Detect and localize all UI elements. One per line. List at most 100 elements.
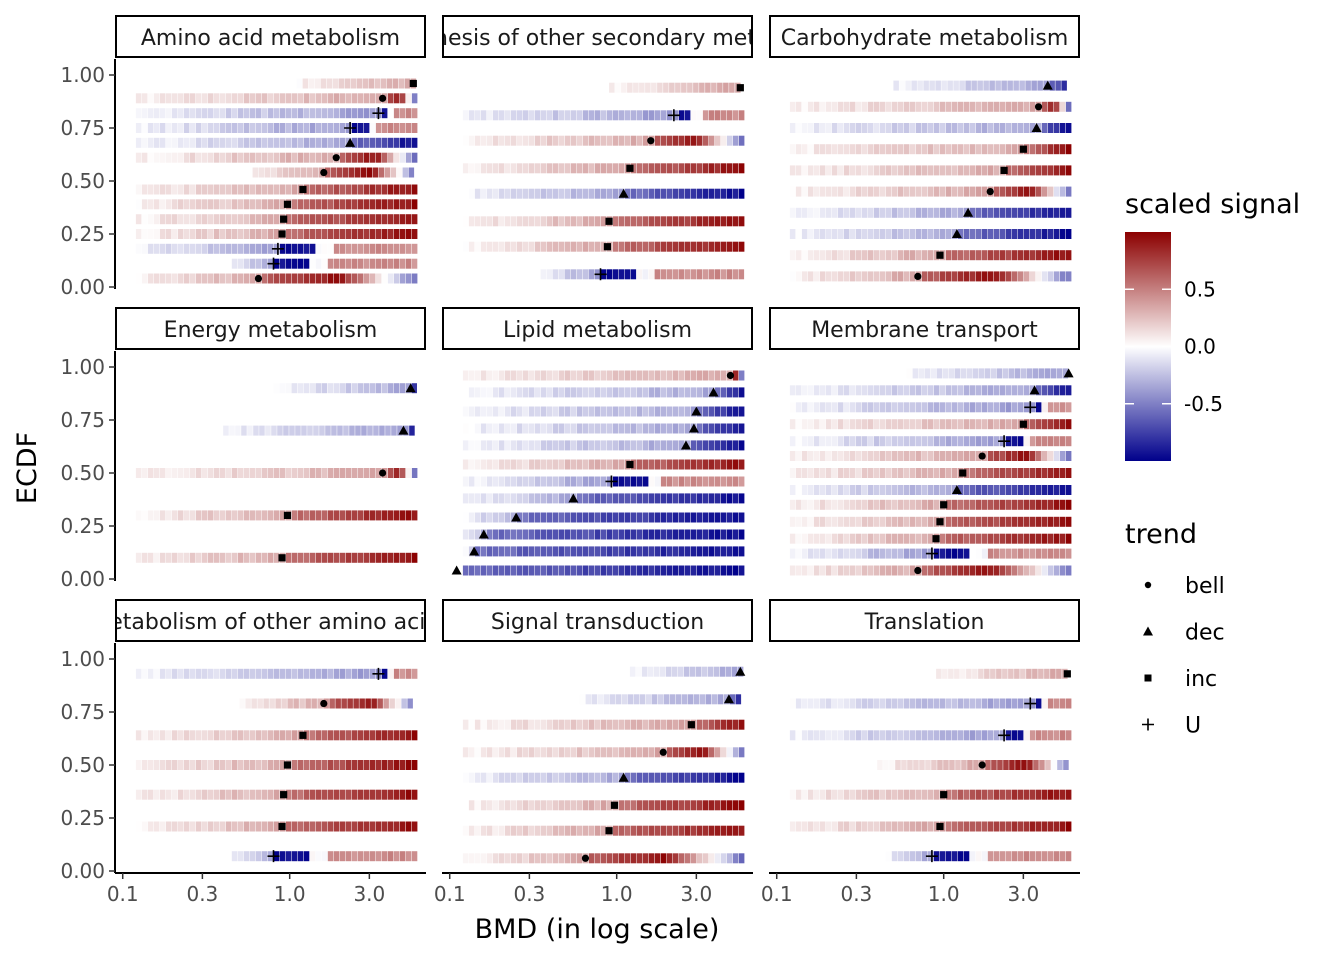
heat-cell xyxy=(807,207,814,218)
heat-cell xyxy=(801,533,808,544)
heat-cell xyxy=(213,821,220,832)
heat-cell xyxy=(891,565,898,576)
heat-cell xyxy=(309,383,315,394)
heat-cell xyxy=(885,436,892,447)
heat-cell xyxy=(369,184,376,195)
shape-legend-label: inc xyxy=(1185,667,1217,692)
heat-cell xyxy=(879,101,886,112)
heat-cell xyxy=(516,565,523,576)
heat-cell xyxy=(213,93,220,104)
heat-cell xyxy=(963,385,970,396)
heat-cell xyxy=(696,459,703,470)
heat-cell xyxy=(789,730,796,741)
heat-cell xyxy=(654,135,661,146)
shape-legend-label: dec xyxy=(1185,621,1225,646)
heat-cell xyxy=(350,78,357,89)
heat-cell xyxy=(927,271,934,282)
heat-cell xyxy=(326,78,333,89)
heat-cell xyxy=(564,747,571,758)
heat-cell xyxy=(516,719,523,730)
heat-cell xyxy=(285,789,292,800)
x-tick-label: 1.0 xyxy=(274,882,306,906)
heat-cell xyxy=(897,250,904,261)
heat-cell xyxy=(855,821,862,832)
heat-cell xyxy=(696,476,703,487)
heat-cell xyxy=(720,135,727,146)
heat-row xyxy=(462,188,745,199)
heat-cell xyxy=(813,499,820,510)
heat-cell xyxy=(510,459,517,470)
heat-cell xyxy=(171,730,178,741)
heat-cell xyxy=(1017,533,1024,544)
heat-cell xyxy=(915,207,922,218)
heat-cell xyxy=(891,821,898,832)
heat-cell xyxy=(411,789,418,800)
heat-cell xyxy=(672,135,679,146)
heat-cell xyxy=(855,436,862,447)
heat-cell xyxy=(789,485,796,495)
heat-cell xyxy=(564,719,571,730)
heat-cell xyxy=(351,851,358,862)
heat-cell xyxy=(849,271,856,282)
heat-cell xyxy=(504,853,511,864)
heat-cell xyxy=(942,668,948,679)
heat-cell xyxy=(339,214,346,225)
x-tick-label: 0.3 xyxy=(840,882,872,906)
heat-cell xyxy=(903,789,910,800)
heat-cell xyxy=(147,199,154,210)
heat-cell xyxy=(267,552,274,563)
heat-cell xyxy=(624,493,631,504)
heat-cell xyxy=(1032,668,1038,679)
heat-cell xyxy=(879,565,886,576)
heat-cell xyxy=(636,406,643,417)
heat-cell xyxy=(1041,144,1048,155)
heat-cell xyxy=(672,772,679,783)
heat-cell xyxy=(363,93,370,104)
heat-cell xyxy=(351,229,358,239)
heat-cell xyxy=(897,565,904,576)
heat-cell xyxy=(945,271,952,282)
heat-cell xyxy=(570,423,577,434)
heat-cell xyxy=(1005,186,1012,197)
heat-cell xyxy=(357,93,364,104)
heat-cell xyxy=(147,152,154,163)
heat-cell xyxy=(714,188,721,199)
heat-cell xyxy=(819,419,826,430)
heat-cell xyxy=(885,468,892,478)
heat-cell xyxy=(684,188,691,199)
heat-cell xyxy=(1053,250,1060,261)
heat-cell xyxy=(948,668,954,679)
heat-cell xyxy=(648,110,655,121)
heat-cell xyxy=(564,529,571,540)
heat-cell xyxy=(702,747,709,758)
heat-row xyxy=(789,451,1072,461)
heat-cell xyxy=(279,184,286,195)
heat-cell xyxy=(588,512,595,523)
heat-cell xyxy=(183,123,190,133)
heat-cell xyxy=(153,199,160,210)
heat-cell xyxy=(564,387,571,398)
heat-cell xyxy=(315,184,322,195)
heat-cell xyxy=(684,825,691,836)
heat-cell xyxy=(309,258,316,269)
heat-cell xyxy=(921,565,928,576)
heat-cell xyxy=(855,789,862,800)
heat-cell xyxy=(331,425,337,436)
heat-cell xyxy=(831,123,838,133)
heat-cell xyxy=(195,552,202,563)
heat-cell xyxy=(558,747,565,758)
heat-row xyxy=(462,546,745,557)
heat-cell xyxy=(345,273,352,284)
heat-cell xyxy=(564,110,571,121)
heat-cell xyxy=(1047,436,1054,447)
heat-cell xyxy=(381,821,388,832)
heat-cell xyxy=(1035,229,1042,239)
heat-rows xyxy=(462,370,745,576)
heat-cell xyxy=(951,165,958,176)
heat-cell xyxy=(849,207,856,218)
heat-cell xyxy=(843,698,850,709)
heat-cell xyxy=(921,402,928,413)
heat-row xyxy=(462,110,745,121)
heat-cell xyxy=(969,548,976,559)
heat-cell xyxy=(789,229,796,239)
